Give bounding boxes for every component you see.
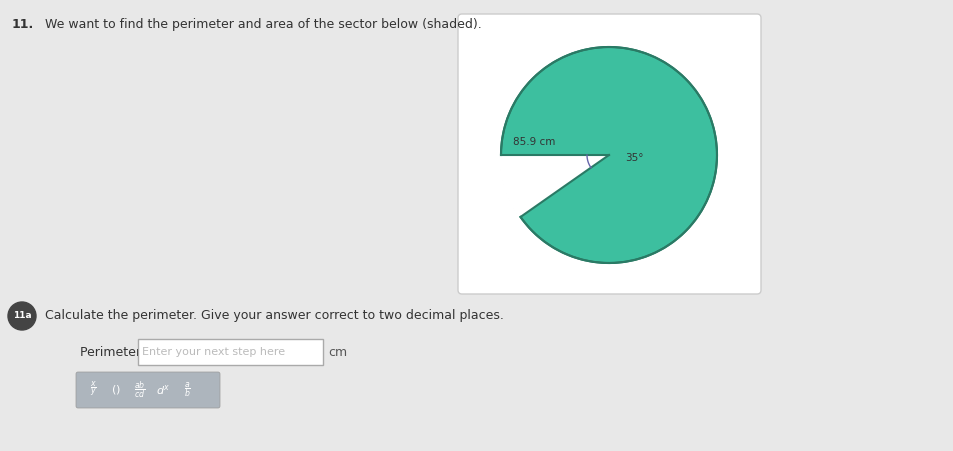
Circle shape <box>8 302 36 330</box>
Text: We want to find the perimeter and area of the sector below (shaded).: We want to find the perimeter and area o… <box>45 18 481 31</box>
FancyBboxPatch shape <box>138 339 323 365</box>
Text: Perimeter =: Perimeter = <box>80 345 155 359</box>
Text: $()$: $()$ <box>111 383 121 396</box>
Text: cm: cm <box>328 345 347 359</box>
Text: $\frac{ab}{cd}$: $\frac{ab}{cd}$ <box>134 379 146 401</box>
Text: 85.9 cm: 85.9 cm <box>513 137 555 147</box>
Text: $\frac{a}{b}$: $\frac{a}{b}$ <box>183 381 191 400</box>
FancyBboxPatch shape <box>457 14 760 294</box>
Text: 11a: 11a <box>12 312 31 321</box>
Text: $\frac{x}{y}$: $\frac{x}{y}$ <box>90 380 96 400</box>
Text: 11.: 11. <box>12 18 34 31</box>
Text: Enter your next step here: Enter your next step here <box>142 347 285 357</box>
Circle shape <box>500 47 717 263</box>
Text: $d^x$: $d^x$ <box>155 383 170 397</box>
Wedge shape <box>498 155 608 218</box>
Text: Calculate the perimeter. Give your answer correct to two decimal places.: Calculate the perimeter. Give your answe… <box>45 309 503 322</box>
Text: 35°: 35° <box>624 153 643 163</box>
FancyBboxPatch shape <box>76 372 220 408</box>
